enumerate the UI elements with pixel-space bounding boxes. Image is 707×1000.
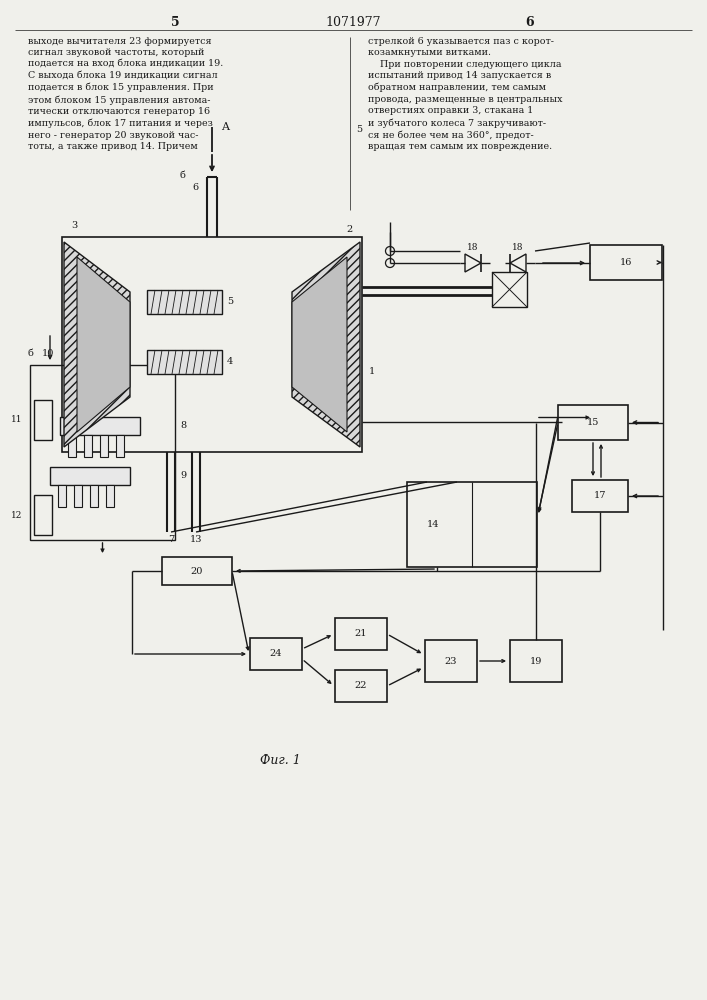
Text: 5: 5 xyxy=(170,15,180,28)
Bar xyxy=(116,435,124,457)
Bar xyxy=(34,495,52,535)
Text: 9: 9 xyxy=(180,472,186,481)
Text: 18: 18 xyxy=(513,242,524,251)
Bar xyxy=(74,485,82,507)
Polygon shape xyxy=(64,242,130,447)
Text: 12: 12 xyxy=(11,510,22,520)
Bar xyxy=(30,365,175,540)
Polygon shape xyxy=(292,242,360,447)
Text: 14: 14 xyxy=(427,520,440,529)
Text: б: б xyxy=(28,349,34,358)
Bar xyxy=(558,405,628,440)
Text: 16: 16 xyxy=(620,258,632,267)
Text: 2: 2 xyxy=(347,225,353,233)
Text: 21: 21 xyxy=(355,630,367,639)
Text: 1071977: 1071977 xyxy=(325,15,381,28)
Text: 23: 23 xyxy=(445,656,457,666)
Text: 20: 20 xyxy=(191,566,203,576)
Bar xyxy=(90,485,98,507)
Bar xyxy=(106,485,114,507)
Bar xyxy=(60,417,140,435)
Text: 6: 6 xyxy=(526,15,534,28)
Text: 4: 4 xyxy=(227,358,233,366)
Text: 17: 17 xyxy=(594,491,606,500)
Text: 1: 1 xyxy=(369,367,375,376)
Bar xyxy=(68,435,76,457)
Text: 15: 15 xyxy=(587,418,600,427)
Text: 5: 5 xyxy=(227,298,233,306)
Bar xyxy=(62,237,362,452)
Text: 24: 24 xyxy=(270,650,282,658)
Bar xyxy=(162,557,232,585)
Bar xyxy=(335,618,387,650)
Text: 7: 7 xyxy=(168,536,174,544)
Text: 22: 22 xyxy=(355,682,367,690)
Bar xyxy=(335,670,387,702)
Bar xyxy=(407,482,537,567)
Text: 13: 13 xyxy=(189,536,202,544)
Bar xyxy=(147,290,222,314)
Text: 19: 19 xyxy=(530,656,542,666)
Bar xyxy=(572,480,628,512)
Polygon shape xyxy=(77,257,130,432)
Text: стрелкой 6 указывается паз с корот-
козамкнутыми витками.
    При повторении сле: стрелкой 6 указывается паз с корот- коза… xyxy=(368,37,563,151)
Bar xyxy=(147,350,222,374)
Text: A: A xyxy=(221,122,229,132)
Bar xyxy=(100,435,108,457)
Bar xyxy=(510,640,562,682)
Text: 18: 18 xyxy=(467,242,479,251)
Bar xyxy=(58,485,66,507)
Text: б: б xyxy=(179,170,185,180)
Bar xyxy=(50,467,130,485)
Text: 8: 8 xyxy=(180,422,186,430)
Bar xyxy=(34,400,52,440)
Text: 10: 10 xyxy=(42,349,54,358)
Bar xyxy=(590,245,662,280)
Bar xyxy=(84,435,92,457)
Text: 6: 6 xyxy=(193,182,199,192)
Bar xyxy=(425,640,477,682)
Text: 3: 3 xyxy=(71,221,77,230)
Bar xyxy=(250,638,302,670)
Text: 11: 11 xyxy=(11,416,22,424)
Text: Фиг. 1: Фиг. 1 xyxy=(259,754,300,766)
Polygon shape xyxy=(292,257,347,432)
Text: 5: 5 xyxy=(356,125,362,134)
Text: выходе вычитателя 23 формируется
сигнал звуковой частоты, который
подается на вх: выходе вычитателя 23 формируется сигнал … xyxy=(28,37,223,151)
Bar xyxy=(492,272,527,307)
